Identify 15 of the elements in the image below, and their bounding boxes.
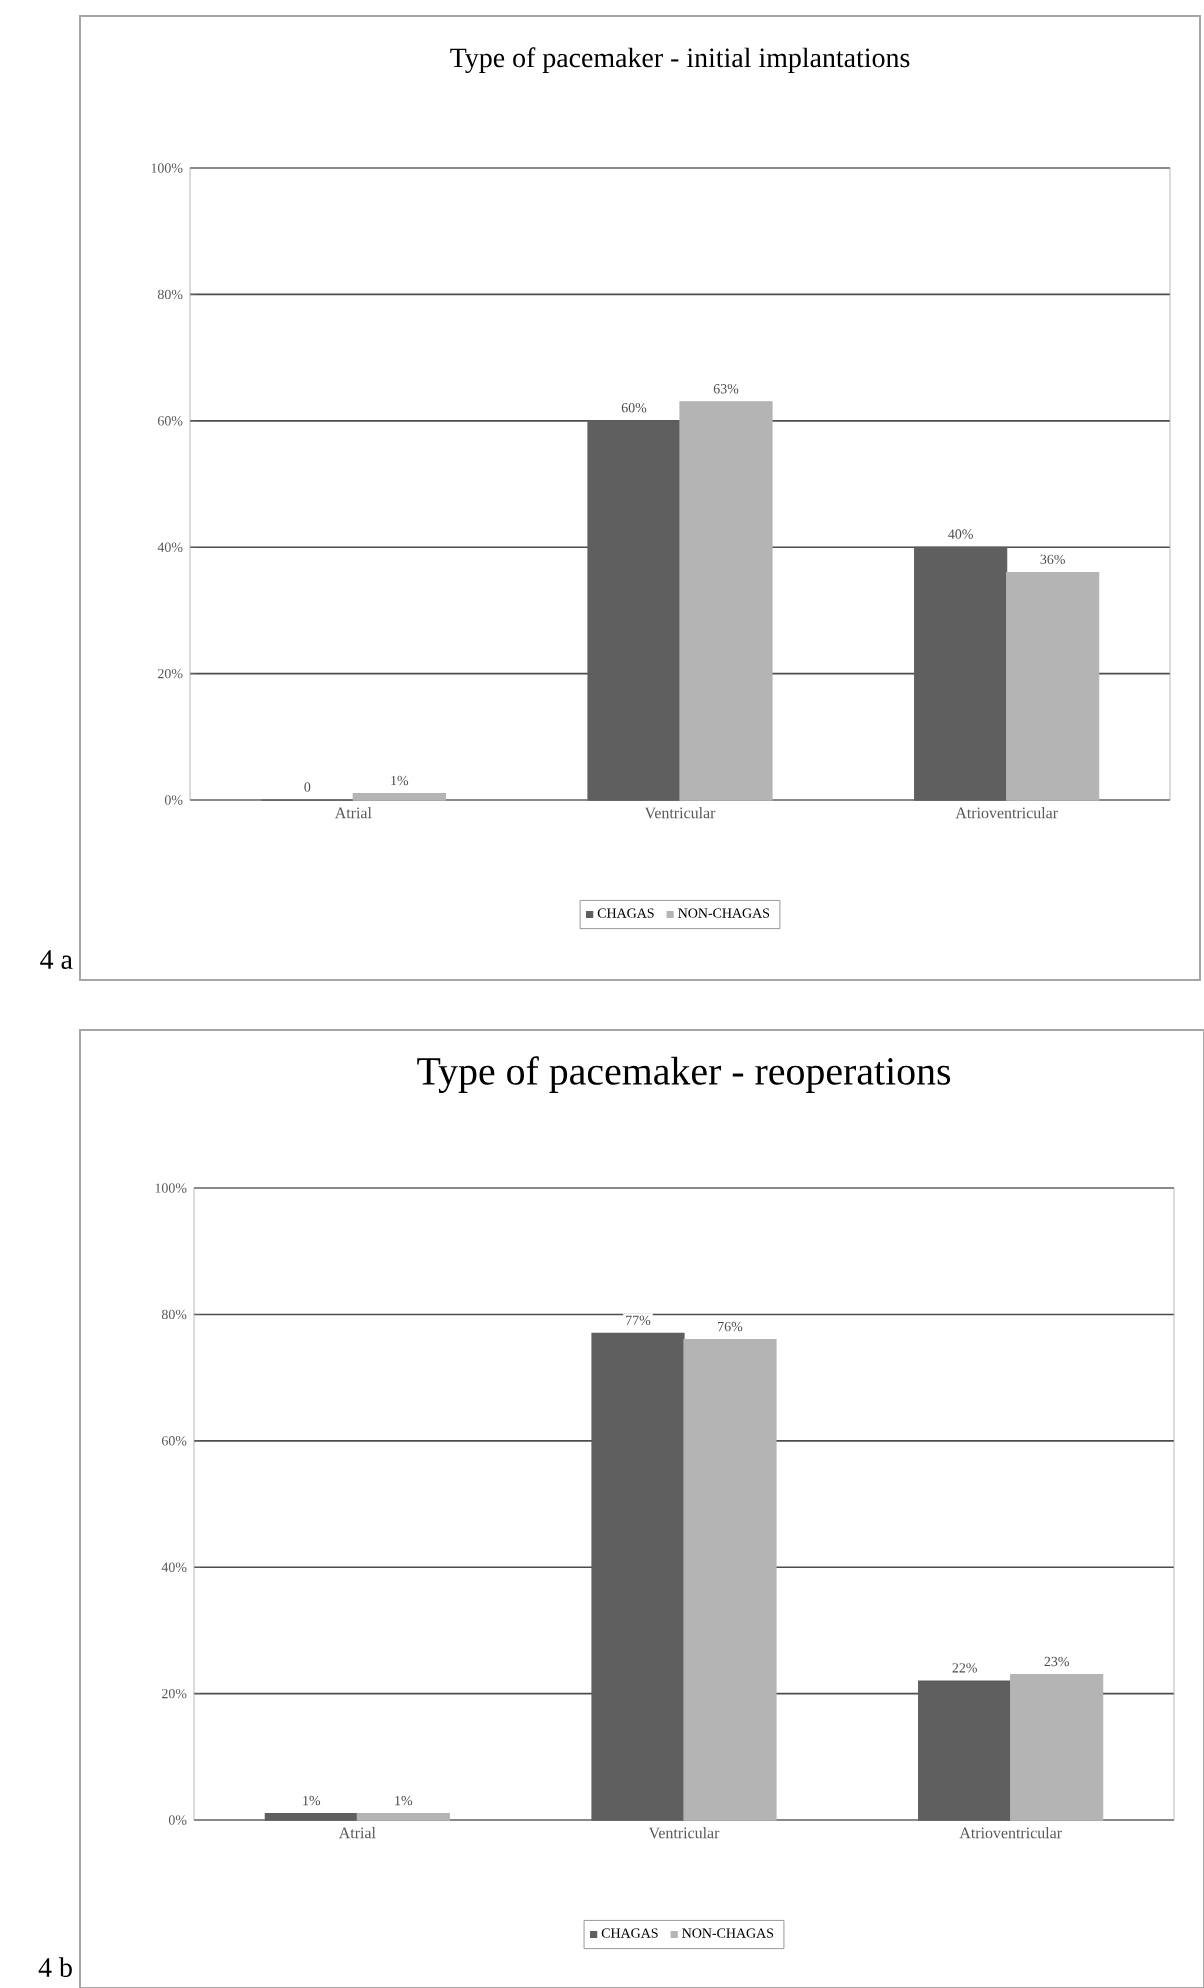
chart-title: Type of pacemaker - initial implantations (450, 47, 910, 74)
bar (264, 1813, 358, 1821)
bar (591, 1332, 685, 1821)
chart-title: Type of pacemaker - reoperations (417, 1056, 951, 1094)
bar (352, 793, 446, 801)
bar (1006, 571, 1100, 801)
bar (914, 546, 1008, 801)
text: 4 b (38, 1957, 72, 1977)
text: 4 a (40, 950, 73, 969)
bar (683, 1339, 777, 1821)
bar (587, 420, 681, 801)
bar (679, 401, 773, 801)
bar (1010, 1674, 1104, 1821)
bar (918, 1680, 1012, 1821)
bar (356, 1813, 450, 1821)
